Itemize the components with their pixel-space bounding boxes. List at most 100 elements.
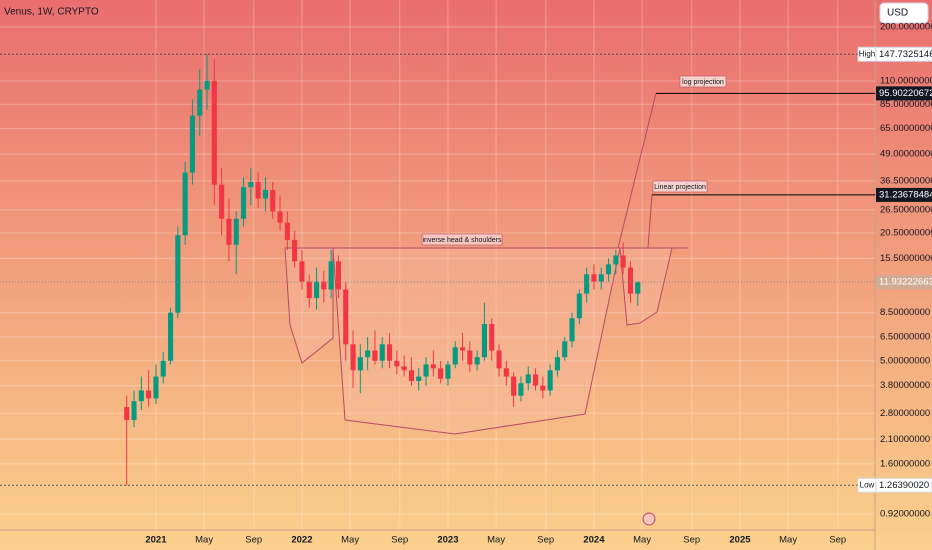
candle-body <box>379 344 385 361</box>
candle-body <box>277 211 283 223</box>
x-tick-label: 2022 <box>291 535 312 546</box>
candle-body <box>554 357 560 371</box>
candle-body <box>605 264 612 275</box>
candles <box>124 54 641 486</box>
candle-body <box>467 350 473 365</box>
x-tick-label: May <box>195 535 213 546</box>
price-label: 11.93222663 <box>879 277 932 288</box>
projection-line <box>647 194 653 249</box>
currency[interactable]: USD <box>887 8 908 19</box>
candle-body <box>401 366 407 371</box>
candle-body <box>350 344 356 371</box>
candle-body <box>240 187 247 219</box>
annotation: Linear projection <box>654 184 706 191</box>
candle-body <box>160 360 166 377</box>
y-tick-label: 36.50000000 <box>880 175 932 186</box>
candle-body <box>547 370 553 391</box>
candle-body <box>372 350 378 361</box>
price-label-box <box>876 86 932 101</box>
y-tick-label: 65.00000000 <box>880 123 932 134</box>
candle-body <box>306 281 312 299</box>
candle-body <box>408 370 414 381</box>
y-tick-label: 49.00000000 <box>880 149 932 160</box>
grid <box>0 0 875 530</box>
projection-line <box>617 93 657 249</box>
x-tick-label: 2025 <box>729 535 751 546</box>
y-tick-label: 26.50000000 <box>880 204 932 215</box>
candle-body <box>394 360 400 367</box>
candle-body <box>452 347 458 365</box>
price-label-name-box <box>857 46 877 62</box>
candle-body <box>292 239 298 262</box>
candle-body <box>584 274 590 294</box>
candle-body <box>124 407 130 420</box>
x-tick-label: 2024 <box>583 535 605 546</box>
candle-body <box>591 274 597 282</box>
y-tick-label: 85.00000000 <box>880 99 932 110</box>
annotation-box <box>679 75 727 88</box>
candle-body <box>445 364 451 379</box>
head <box>332 247 621 435</box>
candle-body <box>416 376 422 381</box>
y-tick-label: 8.50000000 <box>880 307 930 318</box>
candle-body <box>262 189 268 199</box>
y-tick-label: 6.50000000 <box>880 332 930 343</box>
price-label-name: High <box>859 49 875 58</box>
price-label-name: Low <box>860 480 875 489</box>
candle-body <box>226 218 232 245</box>
x-tick-label: 2021 <box>145 535 167 546</box>
candle-body <box>343 289 349 345</box>
candle-body <box>598 274 604 282</box>
candle-body <box>255 182 261 199</box>
candle-body <box>496 350 502 369</box>
candle-body <box>627 267 633 294</box>
x-tick-label: May <box>779 535 797 546</box>
candle-body <box>438 368 444 379</box>
candle-body <box>540 385 546 391</box>
candle-body <box>365 350 371 358</box>
overlay: 147.73251460 High 95.90220672 31.23678484 11… <box>0 46 932 493</box>
price-label-box <box>876 187 932 202</box>
candle-body <box>613 255 619 265</box>
candle-body <box>459 347 466 351</box>
annotation-box <box>652 180 708 193</box>
candle-body <box>635 282 641 294</box>
y-tick-label: 200.0000000 <box>880 21 932 32</box>
candle-body <box>138 390 144 402</box>
annotation-box <box>421 233 503 246</box>
candle-body <box>219 184 225 219</box>
candle-body <box>474 357 480 365</box>
candle-body <box>386 344 393 361</box>
candle-body <box>167 312 174 361</box>
price-label-box <box>876 275 932 290</box>
candle-body <box>321 281 327 290</box>
x-tick-label: Sep <box>829 535 846 546</box>
candle-body <box>518 383 524 396</box>
candle-body <box>576 293 582 319</box>
candle-body <box>313 281 320 299</box>
event-icon[interactable] <box>642 512 656 526</box>
candle-body <box>153 376 159 399</box>
price-label-name-box <box>857 477 877 493</box>
price-label: 1.26390020 <box>879 480 929 491</box>
x-tick-label: Sep <box>391 535 408 546</box>
candle-body <box>299 261 305 282</box>
y-tick-label: 20.50000000 <box>880 228 932 239</box>
candle-body <box>248 182 254 188</box>
price-label: 95.90220672 <box>879 88 932 99</box>
y-tick-label: 2.10000000 <box>880 434 930 445</box>
chart-title: Venus, 1W, CRYPTO <box>4 7 99 18</box>
currency-box[interactable] <box>879 2 929 24</box>
y-tick-label: 110.00000000 <box>880 75 932 86</box>
candle-body <box>525 374 531 384</box>
candle-body <box>481 324 487 358</box>
price-label: 31.23678484 <box>879 189 932 200</box>
candle-body <box>357 357 363 371</box>
candle-body <box>511 376 517 396</box>
candle-body <box>430 364 436 369</box>
candle-body <box>175 235 181 313</box>
candle-body <box>182 172 188 236</box>
candle-body <box>270 189 276 212</box>
annotation-labels: log projection Linear projection inverse… <box>421 75 727 246</box>
